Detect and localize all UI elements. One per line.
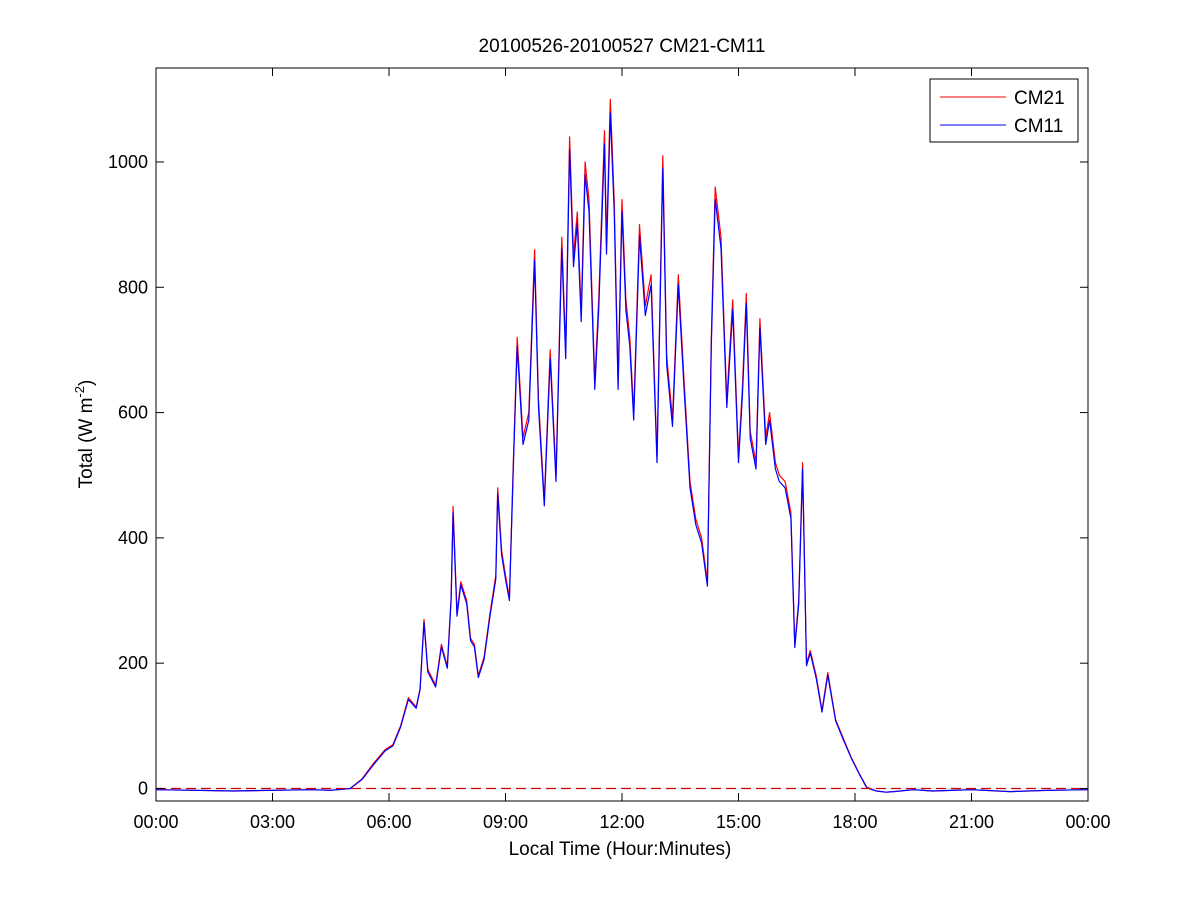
- y-axis-title-superscript: -2: [72, 386, 87, 398]
- y-tick-label: 0: [138, 778, 148, 798]
- x-tick-label: 06:00: [366, 812, 411, 832]
- y-axis-title-close: ): [76, 380, 97, 386]
- legend: CM21 CM11: [929, 78, 1079, 143]
- y-tick-label: 800: [118, 277, 148, 297]
- x-tick-label: 12:00: [599, 812, 644, 832]
- plot-area: 00:00 03:00 06:00 09:00 12:00 15:00 18:00 21:00…: [108, 67, 1111, 832]
- axes-frame: [155, 67, 1089, 802]
- x-tick-label: 21:00: [949, 812, 994, 832]
- y-axis-title: Total (W m-2): [72, 380, 97, 489]
- x-tick-label: 00:00: [1065, 812, 1110, 832]
- x-tick-label: 18:00: [832, 812, 877, 832]
- y-tick-label: 600: [118, 403, 148, 423]
- y-tick-label: 200: [118, 653, 148, 673]
- series-line-cm11: [155, 112, 1089, 793]
- x-tick-label: 09:00: [483, 812, 528, 832]
- x-axis-ticks: 00:00 03:00 06:00 09:00 12:00 15:00 18:00 21:00…: [133, 68, 1111, 832]
- legend-label-cm11: CM11: [1014, 116, 1063, 137]
- y-axis-title-main: Total (W m: [76, 398, 97, 489]
- y-axis-ticks: 0 200 400 600 800 1000: [108, 152, 1088, 798]
- x-tick-label: 00:00: [133, 812, 178, 832]
- x-axis-title: Local Time (Hour:Minutes): [509, 839, 732, 860]
- y-tick-label: 1000: [108, 152, 148, 172]
- legend-label-cm21: CM21: [1014, 88, 1065, 109]
- x-tick-label: 15:00: [716, 812, 761, 832]
- x-tick-label: 03:00: [250, 812, 295, 832]
- series-layer: [155, 98, 1089, 793]
- chart-title: 20100526-20100527 CM21-CM11: [479, 36, 766, 57]
- legend-box: [929, 78, 1079, 143]
- y-tick-label: 400: [118, 528, 148, 548]
